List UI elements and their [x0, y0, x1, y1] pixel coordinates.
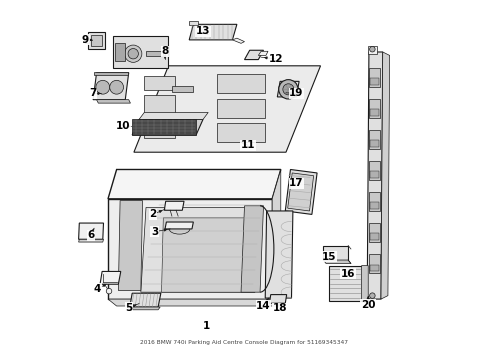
- Bar: [369, 78, 379, 85]
- Polygon shape: [380, 52, 389, 299]
- Bar: [368, 99, 380, 118]
- Bar: [84, 40, 89, 43]
- Bar: [144, 120, 175, 138]
- Bar: [368, 254, 380, 273]
- Bar: [88, 32, 104, 49]
- Polygon shape: [129, 307, 160, 310]
- Polygon shape: [139, 112, 208, 120]
- Text: 19: 19: [288, 89, 303, 98]
- Circle shape: [109, 80, 123, 94]
- Bar: [369, 265, 379, 271]
- Bar: [368, 68, 380, 86]
- Polygon shape: [100, 271, 121, 284]
- Bar: [115, 43, 125, 60]
- Polygon shape: [118, 201, 142, 291]
- Text: 12: 12: [268, 54, 282, 64]
- Circle shape: [278, 80, 298, 99]
- Polygon shape: [269, 294, 286, 303]
- Bar: [146, 51, 163, 57]
- Bar: [113, 36, 168, 68]
- Bar: [216, 123, 264, 142]
- Text: 14: 14: [256, 301, 270, 311]
- Polygon shape: [367, 46, 376, 54]
- Polygon shape: [79, 239, 103, 242]
- Bar: [90, 35, 102, 46]
- Circle shape: [369, 46, 374, 52]
- Polygon shape: [189, 24, 236, 40]
- Bar: [216, 75, 264, 94]
- Text: 18: 18: [272, 303, 286, 314]
- Bar: [369, 171, 379, 178]
- Polygon shape: [129, 293, 161, 307]
- Polygon shape: [108, 199, 272, 299]
- Bar: [368, 161, 380, 180]
- Bar: [369, 233, 379, 240]
- Circle shape: [282, 84, 293, 95]
- Text: 7: 7: [89, 89, 97, 98]
- Polygon shape: [189, 21, 198, 25]
- Polygon shape: [287, 173, 313, 211]
- Polygon shape: [244, 50, 263, 60]
- Bar: [94, 72, 127, 75]
- Bar: [368, 223, 380, 242]
- Text: 16: 16: [340, 269, 355, 279]
- Polygon shape: [141, 207, 260, 292]
- Text: 4: 4: [94, 284, 101, 294]
- Polygon shape: [132, 120, 203, 135]
- Polygon shape: [164, 222, 193, 229]
- Text: 8: 8: [161, 46, 168, 56]
- Polygon shape: [323, 260, 350, 264]
- Bar: [328, 266, 361, 301]
- Circle shape: [128, 49, 138, 59]
- Polygon shape: [264, 211, 292, 298]
- Text: 2016 BMW 740i Parking Aid Centre Console Diagram for 51169345347: 2016 BMW 740i Parking Aid Centre Console…: [140, 340, 348, 345]
- Polygon shape: [366, 52, 382, 299]
- Bar: [369, 140, 379, 147]
- Bar: [144, 95, 175, 114]
- Circle shape: [96, 80, 109, 94]
- Polygon shape: [361, 266, 367, 304]
- Text: 11: 11: [240, 140, 255, 150]
- Polygon shape: [285, 170, 316, 215]
- Bar: [323, 246, 347, 260]
- Text: 2: 2: [149, 210, 156, 219]
- Text: 5: 5: [125, 303, 132, 313]
- Text: 9: 9: [82, 35, 89, 45]
- Polygon shape: [164, 201, 183, 210]
- Text: 17: 17: [288, 178, 303, 188]
- Bar: [144, 76, 175, 90]
- Polygon shape: [258, 51, 267, 55]
- Bar: [368, 192, 380, 211]
- Circle shape: [124, 45, 142, 62]
- Text: 3: 3: [151, 227, 158, 237]
- Text: 13: 13: [195, 26, 210, 36]
- Polygon shape: [93, 73, 128, 100]
- Polygon shape: [132, 120, 196, 135]
- Circle shape: [369, 293, 374, 298]
- Polygon shape: [161, 218, 256, 292]
- Polygon shape: [272, 170, 280, 306]
- Bar: [368, 130, 380, 149]
- Text: 20: 20: [360, 300, 375, 310]
- Bar: [369, 202, 379, 209]
- Bar: [216, 99, 264, 118]
- Polygon shape: [108, 299, 280, 306]
- Polygon shape: [97, 100, 130, 103]
- Polygon shape: [134, 66, 320, 152]
- Text: 1: 1: [203, 321, 210, 331]
- Text: 6: 6: [87, 230, 94, 240]
- Polygon shape: [108, 170, 280, 199]
- Polygon shape: [232, 38, 244, 43]
- Text: 10: 10: [115, 121, 130, 131]
- Bar: [369, 109, 379, 116]
- Polygon shape: [277, 81, 299, 97]
- Text: 15: 15: [321, 252, 336, 262]
- Polygon shape: [241, 206, 263, 292]
- Polygon shape: [79, 223, 103, 239]
- Bar: [172, 86, 192, 92]
- Circle shape: [106, 288, 112, 294]
